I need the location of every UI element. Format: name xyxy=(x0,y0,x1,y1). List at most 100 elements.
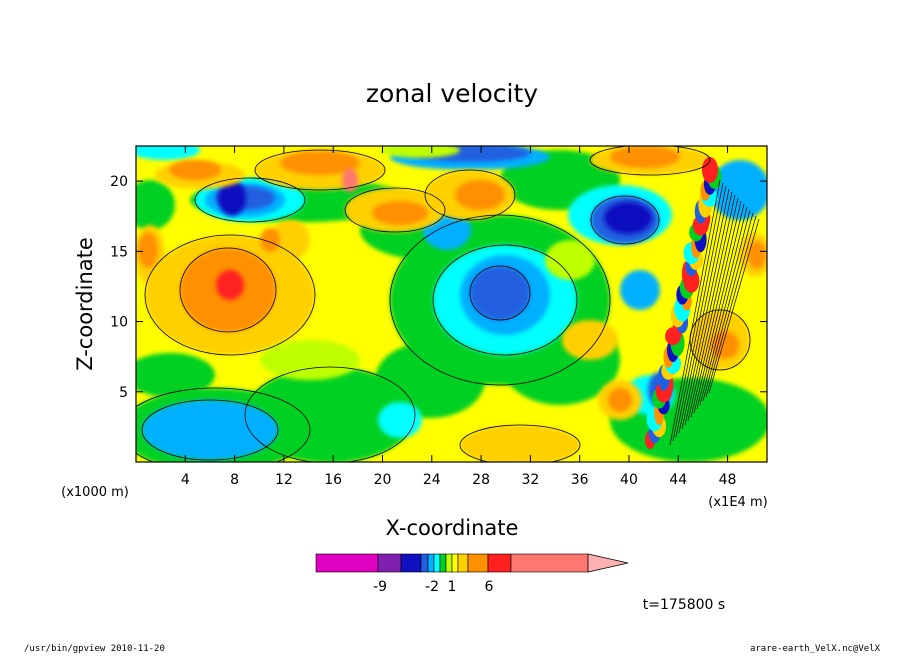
contour-line xyxy=(432,244,578,356)
contour-blob xyxy=(260,340,360,380)
y-tick-label: 20 xyxy=(110,174,128,190)
footer-left: /usr/bin/gpview 2010-11-20 xyxy=(24,644,165,654)
contour-blob xyxy=(610,146,680,168)
contour-line xyxy=(459,424,581,462)
contour-line xyxy=(708,218,760,394)
contour-blob xyxy=(748,241,766,269)
y-tick-label: 10 xyxy=(110,315,128,331)
colorbar-band xyxy=(377,553,402,573)
contour-blob xyxy=(138,232,158,268)
x-tick-label: 4 xyxy=(181,472,190,488)
contour-blob xyxy=(470,266,530,320)
field-blobs xyxy=(136,146,767,462)
footer-right: arare-earth_VelX.nc@VelX xyxy=(750,644,881,654)
colorbar-band xyxy=(510,553,589,573)
contour-blob xyxy=(169,160,221,180)
colorbar-band xyxy=(439,553,447,573)
contour-blob xyxy=(702,157,718,183)
x-axis: 4 8 12 16 20 24 28 32 36 40 44 48 xyxy=(181,146,737,488)
contour-line xyxy=(254,149,386,191)
contour-line xyxy=(141,399,279,461)
contour-line xyxy=(690,200,742,418)
colorbar-band xyxy=(451,553,459,573)
x-tick-label: 36 xyxy=(571,472,589,488)
contour-blob xyxy=(608,388,632,412)
contour-line xyxy=(244,366,416,462)
colorbar-tick-label: -2 xyxy=(425,579,439,595)
contour-line xyxy=(589,146,711,176)
x-tick-label: 16 xyxy=(324,472,342,488)
x-tick-label: 40 xyxy=(620,472,638,488)
contour-blob xyxy=(216,270,244,300)
contour-line xyxy=(699,209,751,406)
contour-line xyxy=(693,203,745,414)
contour-line xyxy=(669,179,721,446)
contour-blob xyxy=(136,353,215,397)
colorbar-band xyxy=(457,553,469,573)
contour-blob xyxy=(372,201,428,225)
time-label: t=175800 s xyxy=(643,597,725,613)
x-tick-label: 20 xyxy=(374,472,392,488)
contour-blob xyxy=(136,146,200,160)
contour-blob xyxy=(280,151,360,175)
colorbar-tick-label: -9 xyxy=(373,579,387,595)
contour-line xyxy=(696,206,748,410)
contour-blob xyxy=(380,146,460,158)
contour-line xyxy=(684,194,736,426)
colorbar-band xyxy=(487,553,512,573)
contour-blob xyxy=(604,202,652,234)
colorbar-band xyxy=(433,553,441,573)
colorbar-band xyxy=(445,553,453,573)
plot-frame xyxy=(135,145,768,463)
colorbar-band xyxy=(467,553,489,573)
colorbar-ticks: -9 -2 1 6 xyxy=(373,579,494,595)
contour-blob xyxy=(460,425,580,462)
contour-line xyxy=(469,265,531,321)
contour-blob xyxy=(711,331,739,359)
colorbar-tick-label: 6 xyxy=(485,579,494,595)
contour-line xyxy=(590,195,660,245)
contour-blob xyxy=(378,402,422,438)
x-tick-label: 48 xyxy=(719,472,737,488)
colorbar-band xyxy=(315,553,379,573)
contour-blob xyxy=(710,160,767,220)
contour-line xyxy=(702,212,754,402)
colorbar-band xyxy=(400,553,422,573)
contour-blob xyxy=(620,270,660,310)
x-tick-label: 12 xyxy=(275,472,293,488)
colorbar-overflow-arrow xyxy=(587,553,629,573)
contour-line xyxy=(675,185,727,438)
colorbar-band xyxy=(420,553,429,573)
contour-line xyxy=(672,182,724,442)
contour-line xyxy=(344,187,446,233)
y-tick-label: 15 xyxy=(110,244,128,260)
contour-line xyxy=(194,177,306,223)
x-axis-label: X-coordinate xyxy=(386,516,519,540)
contour-line xyxy=(179,247,277,333)
contour-blob xyxy=(342,168,358,192)
y-tick-label: 5 xyxy=(119,385,128,401)
x-tick-label: 28 xyxy=(472,472,490,488)
y-unit-label: (x1E4 m) xyxy=(708,495,767,510)
contour-line xyxy=(678,188,730,434)
plot-area xyxy=(136,146,767,462)
contour-blob xyxy=(218,180,246,216)
colorbar-band xyxy=(427,553,435,573)
colorbar xyxy=(315,553,629,573)
y-axis: 5 10 15 20 xyxy=(110,174,767,401)
contour-blob xyxy=(245,367,415,462)
contour-line xyxy=(144,234,316,356)
contour-line xyxy=(705,215,757,398)
contour-line xyxy=(424,169,516,221)
contour-line xyxy=(681,191,733,430)
x-tick-label: 8 xyxy=(230,472,239,488)
x-tick-label: 44 xyxy=(669,472,687,488)
contour-line xyxy=(136,387,311,462)
contour-blob xyxy=(142,400,278,460)
contour-blob xyxy=(260,228,280,252)
x-tick-label: 32 xyxy=(521,472,539,488)
contour-line xyxy=(389,214,611,386)
chart-title: zonal velocity xyxy=(366,79,538,108)
x-unit-label: (x1000 m) xyxy=(61,485,129,500)
